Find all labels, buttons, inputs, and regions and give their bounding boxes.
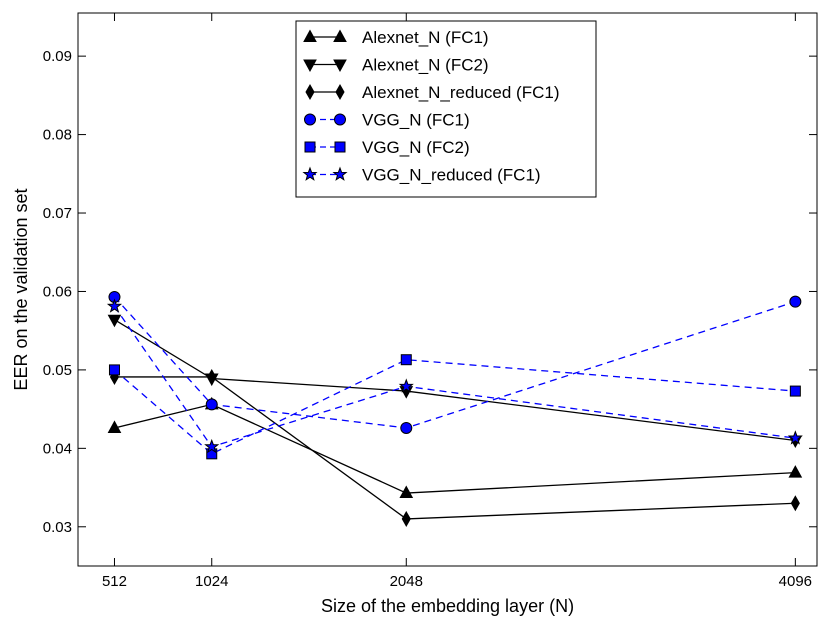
legend-marker — [333, 29, 347, 42]
legend-marker — [334, 113, 346, 126]
legend-item: VGG_N (FC1) — [304, 111, 470, 130]
data-point — [107, 420, 122, 433]
data-point — [789, 385, 801, 397]
data-point — [787, 430, 803, 445]
x-tick-label: 512 — [102, 573, 127, 590]
legend-label: Alexnet_N (FC1) — [362, 28, 489, 47]
legend-marker — [334, 141, 346, 153]
legend-label: VGG_N_reduced (FC1) — [362, 166, 541, 185]
x-tick-label: 1024 — [195, 573, 228, 590]
legend-label: VGG_N (FC2) — [362, 138, 470, 157]
x-axis-label: Size of the embedding layer (N) — [321, 596, 574, 616]
data-point — [399, 485, 414, 499]
legend-box — [295, 20, 597, 198]
legend-item: Alexnet_N_reduced (FC1) — [305, 83, 559, 102]
legend-marker — [302, 166, 318, 181]
y-tick-label: 0.07 — [43, 205, 72, 222]
legend-label: Alexnet_N_reduced (FC1) — [362, 83, 559, 102]
legend-label: VGG_N (FC1) — [362, 111, 470, 130]
data-point — [400, 421, 413, 434]
legend-marker — [303, 29, 317, 42]
series-line — [113, 296, 796, 429]
data-point — [401, 510, 411, 527]
legend-marker — [332, 166, 348, 181]
plot-frame — [77, 12, 818, 567]
data-point — [207, 368, 217, 385]
y-tick-label: 0.06 — [43, 283, 72, 300]
series-line — [114, 376, 796, 520]
legend-marker — [333, 59, 347, 73]
y-axis-label: EER on the validation set — [11, 188, 31, 390]
data-point — [107, 314, 122, 328]
legend-item: Alexnet_N (FC1) — [303, 28, 489, 47]
series-line — [113, 305, 796, 448]
plot-area: 512 1024 2048 4096 0.03 0.04 0.05 0.06 0.07 0.08 0… — [43, 12, 818, 590]
legend: Alexnet_N (FC1) Alexnet_N (FC2) Alexnet_N_… — [295, 20, 597, 198]
y-tick-label: 0.04 — [43, 440, 72, 457]
data-point — [205, 398, 218, 411]
data-point — [789, 295, 802, 308]
data-point — [788, 465, 803, 478]
legend-item: VGG_N (FC2) — [304, 138, 470, 157]
x-tick-label: 2048 — [390, 573, 423, 590]
legend-label: Alexnet_N (FC2) — [362, 56, 489, 75]
y-tick-label: 0.03 — [43, 519, 72, 536]
data-point — [204, 438, 220, 454]
data-point — [106, 298, 123, 313]
series-line — [114, 319, 796, 442]
legend-item: VGG_N_reduced (FC1) — [302, 166, 541, 185]
data-point — [790, 495, 800, 512]
legend-marker — [304, 113, 316, 126]
series-line — [114, 359, 796, 455]
y-tick-label: 0.09 — [43, 48, 72, 65]
legend-marker — [305, 83, 315, 101]
legend-item: Alexnet_N (FC2) — [303, 56, 489, 75]
data-point — [398, 378, 414, 393]
x-tick-label: 4096 — [779, 573, 812, 590]
legend-marker — [304, 141, 316, 153]
y-tick-label: 0.05 — [43, 362, 72, 379]
data-point — [400, 354, 412, 366]
series-6 — [106, 298, 803, 454]
y-tick-label: 0.08 — [43, 127, 72, 144]
data-point — [108, 364, 120, 376]
legend-marker — [303, 59, 317, 73]
series-4 — [108, 290, 802, 434]
legend-marker — [335, 83, 345, 101]
